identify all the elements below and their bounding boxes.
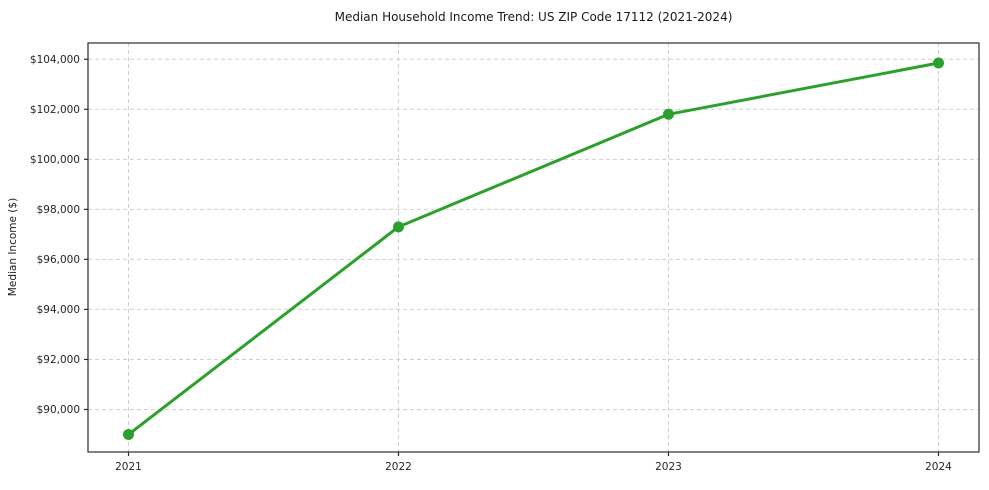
- x-tick-label: 2023: [655, 461, 682, 473]
- data-point-2024: [933, 57, 944, 69]
- chart-title: Median Household Income Trend: US ZIP Co…: [334, 10, 733, 24]
- y-tick-label: $90,000: [37, 404, 80, 416]
- y-tick-label: $98,000: [37, 204, 80, 216]
- x-tick-label: 2021: [115, 461, 142, 473]
- trend-line: [127, 61, 940, 436]
- data-point-2021: [123, 428, 134, 440]
- data-point-2022: [393, 221, 404, 233]
- y-tick-label: $92,000: [37, 354, 80, 366]
- y-tick-label: $104,000: [30, 54, 80, 66]
- y-tick-label: $100,000: [30, 154, 80, 166]
- axes-spines: [87, 42, 980, 453]
- y-tick-label: $102,000: [30, 104, 80, 116]
- data-point-2023: [663, 108, 674, 120]
- y-tick-label: $94,000: [37, 304, 80, 316]
- x-tick-label: 2024: [925, 461, 952, 473]
- x-tick-label: 2022: [385, 461, 412, 473]
- y-tick-label: $96,000: [37, 254, 80, 266]
